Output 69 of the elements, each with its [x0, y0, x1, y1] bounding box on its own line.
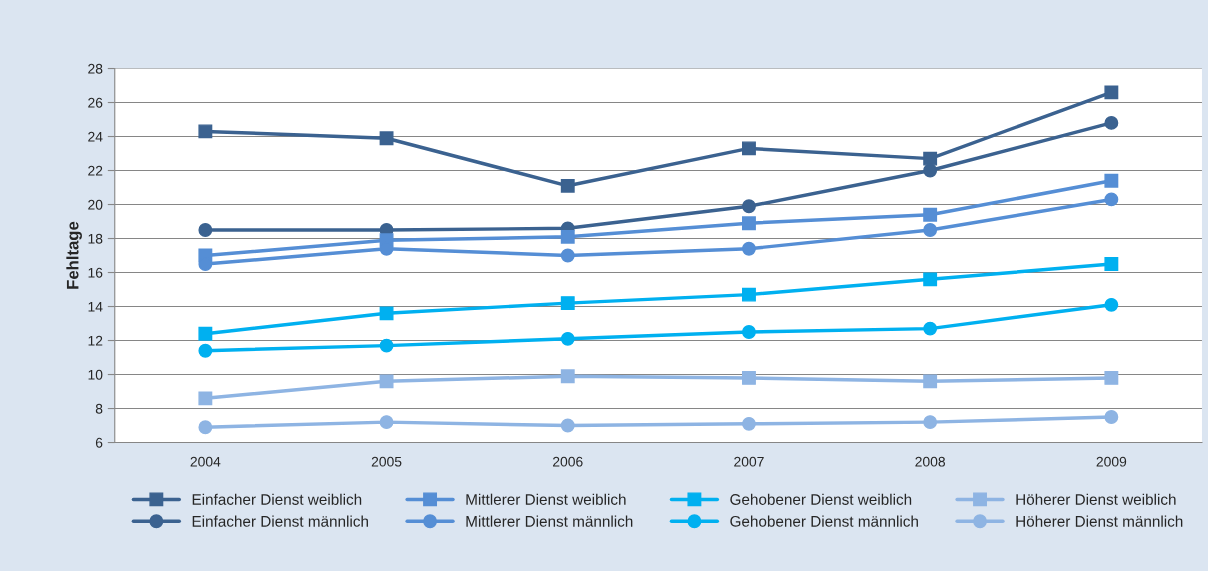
- legend-label: Gehobener Dienst weiblich: [730, 493, 912, 505]
- x-tick-label: 2004: [190, 456, 221, 467]
- x-tick-label: 2008: [915, 456, 946, 467]
- y-tick-label: 6: [95, 437, 103, 448]
- point: [198, 326, 213, 341]
- point: [1104, 410, 1119, 424]
- point: [923, 163, 938, 178]
- legend-label: Mittlerer Dienst weiblich: [466, 493, 626, 505]
- point: [379, 415, 394, 430]
- point: [379, 338, 394, 353]
- point: [742, 325, 756, 339]
- y-tick-label: 10: [88, 369, 103, 380]
- point: [198, 124, 213, 139]
- point: [560, 418, 575, 433]
- y-tick-label: 22: [88, 165, 103, 176]
- point: [198, 343, 213, 358]
- point: [198, 420, 213, 435]
- point: [560, 229, 575, 244]
- y-tick-label: 8: [95, 403, 103, 414]
- x-tick-label: 2006: [553, 456, 583, 467]
- point: [742, 416, 756, 431]
- legend-label: Gehobener Dienst männlich: [730, 515, 918, 527]
- point: [923, 321, 938, 336]
- point: [923, 415, 938, 430]
- legend-label: Mittlerer Dienst männlich: [466, 515, 633, 527]
- point: [923, 223, 938, 237]
- point: [198, 391, 213, 406]
- y-tick-label: 18: [88, 233, 103, 244]
- point: [1104, 85, 1119, 100]
- point: [1104, 115, 1119, 130]
- point: [379, 306, 394, 321]
- point: [560, 248, 575, 263]
- legend-label: Höherer Dienst weiblich: [1016, 493, 1176, 505]
- point: [742, 141, 756, 156]
- point: [742, 287, 756, 302]
- y-tick-label: 24: [88, 131, 103, 142]
- point: [742, 199, 756, 214]
- point: [379, 374, 394, 389]
- point: [742, 370, 756, 385]
- y-tick-label: 12: [88, 335, 103, 346]
- y-axis-title: Fehltage: [66, 221, 82, 289]
- point: [379, 131, 394, 146]
- x-tick-label: 2009: [1096, 456, 1127, 467]
- point: [923, 151, 938, 166]
- point: [923, 207, 938, 222]
- y-tick-label: 20: [88, 199, 103, 210]
- legend-label: Höherer Dienst männlich: [1016, 515, 1183, 527]
- point: [560, 178, 575, 193]
- point: [1104, 257, 1119, 271]
- point: [742, 241, 756, 256]
- y-tick-label: 26: [88, 97, 103, 108]
- point: [923, 272, 938, 287]
- y-tick-label: 14: [88, 302, 103, 312]
- point: [560, 369, 575, 384]
- x-tick-label: 2005: [371, 456, 402, 467]
- point: [923, 374, 938, 389]
- y-tick-label: 28: [88, 63, 103, 74]
- point: [1104, 297, 1119, 312]
- point: [560, 331, 575, 346]
- point: [1104, 370, 1119, 385]
- point: [1104, 192, 1119, 207]
- y-tick-label: 16: [88, 267, 103, 278]
- point: [560, 296, 575, 311]
- point: [1104, 173, 1119, 188]
- point: [198, 223, 213, 237]
- legend-label: Einfacher Dienst weiblich: [192, 493, 362, 505]
- x-tick-label: 2007: [734, 456, 764, 467]
- point: [742, 216, 756, 231]
- legend-label: Einfacher Dienst männlich: [192, 515, 368, 527]
